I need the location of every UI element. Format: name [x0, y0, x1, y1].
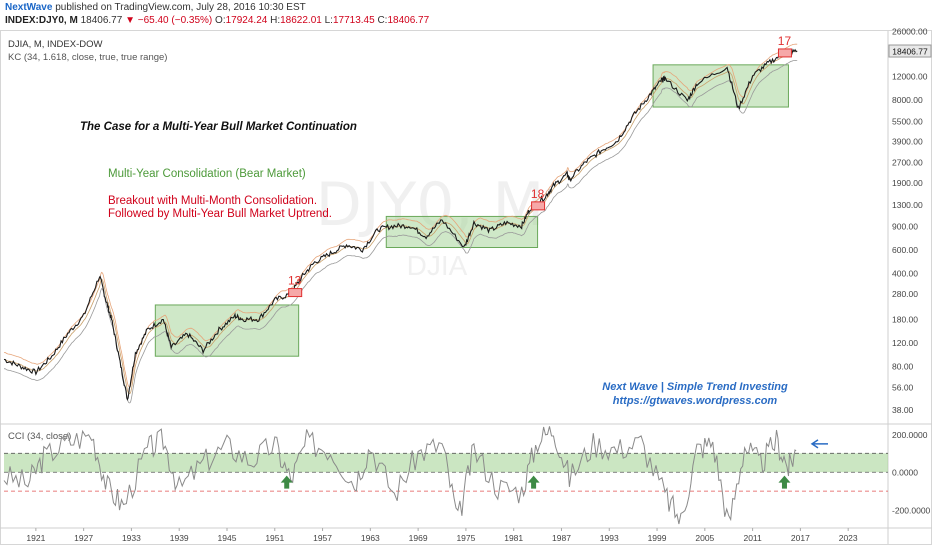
marker-box-1	[288, 288, 303, 298]
time-tick-15: 2011	[743, 533, 762, 543]
price-tick-6: 1900.00	[892, 178, 923, 188]
cci-tick-1: 0.0000	[892, 468, 918, 478]
time-tick-4: 1945	[218, 533, 237, 543]
branding-title: Next Wave | Simple Trend Investing	[602, 381, 788, 393]
author-name[interactable]: NextWave	[5, 2, 53, 13]
cci-legend: CCI (34, close)	[8, 431, 71, 442]
symbol-header: INDEX:DJY0, M 18406.77 ▼ −65.40 (−0.35%)…	[5, 15, 430, 26]
symbol-name: INDEX:DJY0, M	[5, 15, 78, 26]
price-tick-14: 80.00	[892, 362, 914, 372]
open-value: 17924.24	[225, 15, 268, 26]
buy-arrow-1	[280, 475, 293, 489]
price-tick-13: 120.00	[892, 338, 918, 348]
time-tick-17: 2023	[839, 533, 858, 543]
time-tick-10: 1981	[504, 533, 523, 543]
time-tick-8: 1969	[409, 533, 428, 543]
price-tick-10: 400.00	[892, 268, 918, 278]
time-tick-5: 1951	[265, 533, 284, 543]
price-tick-12: 180.00	[892, 315, 918, 325]
price-tick-2: 8000.00	[892, 95, 923, 105]
price-tick-5: 2700.00	[892, 158, 923, 168]
time-tick-11: 1987	[552, 533, 571, 543]
cci-zone	[4, 453, 888, 473]
price-tick-1: 12000.00	[892, 71, 928, 81]
price-tick-7: 1300.00	[892, 200, 923, 210]
time-tick-1: 1927	[74, 533, 93, 543]
chart-title: The Case for a Multi-Year Bull Market Co…	[80, 121, 357, 133]
time-tick-9: 1975	[456, 533, 475, 543]
close-value: 18406.77	[387, 15, 430, 26]
high-value: 18622.01	[280, 15, 322, 26]
consolidation-box-2	[385, 215, 539, 249]
marker-box-3	[777, 48, 792, 58]
price-change: ▼ −65.40 (−0.35%)	[125, 15, 213, 26]
price-tick-0: 26000.00	[892, 27, 928, 37]
marker-label-1: 13	[288, 274, 302, 288]
marker-label-3: 17	[778, 34, 792, 48]
annotation-breakout: Breakout with Multi-Month Consolidation.	[108, 195, 317, 207]
buy-arrow-3	[778, 475, 791, 489]
keltner-legend: KC (34, 1.618, close, true, true range)	[8, 52, 167, 63]
marker-label-2: 18	[531, 187, 545, 201]
branding-url: https://gtwaves.wordpress.com	[613, 395, 778, 407]
last-price-badge	[888, 44, 932, 58]
cci-tick-0: 200.0000	[892, 430, 928, 440]
last-price: 18406.77	[80, 15, 123, 26]
time-tick-16: 2017	[791, 533, 810, 543]
buy-arrow-2	[527, 475, 540, 489]
marker-box-2	[531, 201, 546, 211]
consolidation-box-1	[154, 304, 300, 357]
annotation-uptrend: Followed by Multi-Year Bull Market Uptre…	[108, 208, 332, 220]
time-tick-2: 1933	[122, 533, 141, 543]
price-tick-3: 5500.00	[892, 117, 923, 127]
publish-line: NextWave published on TradingView.com, J…	[5, 2, 306, 13]
time-tick-6: 1957	[313, 533, 332, 543]
watermark-exchange: DJIA	[407, 250, 468, 281]
low-value: 17713.45	[332, 15, 375, 26]
kc-lower-band	[3, 59, 798, 404]
time-tick-3: 1939	[170, 533, 189, 543]
price-tick-11: 280.00	[892, 289, 918, 299]
kc-middle-band	[3, 50, 798, 395]
price-tick-4: 3900.00	[892, 136, 923, 146]
time-tick-14: 2005	[695, 533, 714, 543]
kc-upper-band	[3, 43, 798, 388]
price-tick-16: 38.00	[892, 405, 914, 415]
publish-info: published on TradingView.com, July 28, 2…	[55, 2, 306, 13]
last-price-badge-label: 18406.77	[892, 47, 928, 57]
pointer-arrow	[810, 439, 828, 449]
annotation-consolidation: Multi-Year Consolidation (Bear Market)	[108, 168, 306, 180]
time-tick-13: 1999	[648, 533, 667, 543]
cci-line	[3, 426, 797, 525]
price-tick-8: 900.00	[892, 221, 918, 231]
price-line	[3, 48, 798, 401]
time-tick-0: 1921	[26, 533, 45, 543]
price-tick-9: 600.00	[892, 245, 918, 255]
time-tick-12: 1993	[600, 533, 619, 543]
cci-tick-2: -200.0000	[892, 506, 931, 516]
time-tick-7: 1963	[361, 533, 380, 543]
consolidation-box-3	[652, 64, 789, 108]
main-pane-symbol: DJIA, M, INDEX-DOW	[8, 39, 103, 50]
price-tick-15: 56.00	[892, 382, 914, 392]
